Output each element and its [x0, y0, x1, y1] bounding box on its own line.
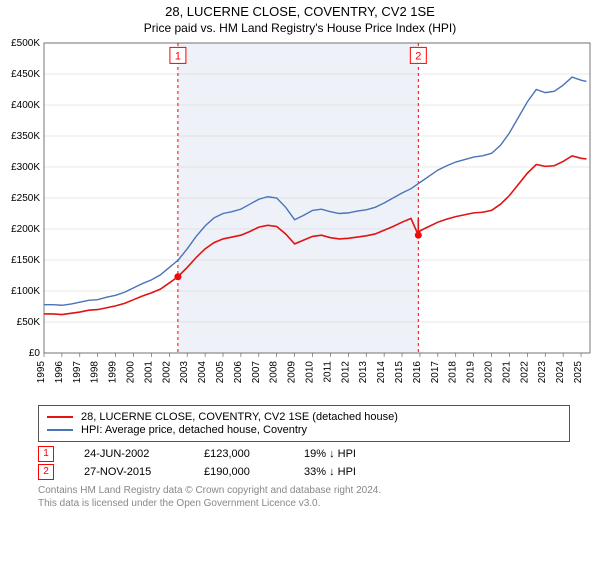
svg-text:2004: 2004	[197, 360, 208, 383]
sale-date: 24-JUN-2002	[84, 448, 174, 460]
footnote: Contains HM Land Registry data © Crown c…	[38, 484, 570, 510]
legend-swatch-subject	[47, 416, 73, 418]
svg-text:2016: 2016	[412, 360, 423, 383]
table-row: 2 27-NOV-2015 £190,000 33% ↓ HPI	[38, 464, 570, 480]
svg-text:2005: 2005	[215, 360, 226, 383]
legend-row-subject: 28, LUCERNE CLOSE, COVENTRY, CV2 1SE (de…	[47, 411, 561, 423]
svg-text:£200K: £200K	[11, 224, 40, 235]
svg-text:2025: 2025	[573, 360, 584, 383]
svg-text:2015: 2015	[394, 360, 405, 383]
svg-text:2011: 2011	[322, 360, 333, 382]
sale-price: £190,000	[204, 466, 274, 478]
sale-marker-1: 1	[38, 446, 54, 462]
svg-text:£250K: £250K	[11, 193, 40, 204]
footnote-line: Contains HM Land Registry data © Crown c…	[38, 484, 570, 497]
sale-date: 27-NOV-2015	[84, 466, 174, 478]
table-row: 1 24-JUN-2002 £123,000 19% ↓ HPI	[38, 446, 570, 462]
svg-text:2022: 2022	[519, 360, 530, 383]
svg-text:£500K: £500K	[11, 39, 40, 49]
svg-text:£50K: £50K	[17, 317, 41, 328]
sale-marker-2: 2	[38, 464, 54, 480]
legend-swatch-hpi	[47, 429, 73, 431]
svg-text:2003: 2003	[179, 360, 190, 383]
svg-text:1: 1	[175, 50, 181, 62]
svg-text:2010: 2010	[305, 360, 316, 383]
page-title: 28, LUCERNE CLOSE, COVENTRY, CV2 1SE	[0, 4, 600, 21]
svg-text:2021: 2021	[501, 360, 512, 383]
svg-text:1998: 1998	[90, 360, 101, 383]
svg-text:2009: 2009	[287, 360, 298, 383]
legend: 28, LUCERNE CLOSE, COVENTRY, CV2 1SE (de…	[38, 405, 570, 442]
svg-text:£400K: £400K	[11, 100, 40, 111]
price-chart: £0 £50K £100K £150K £200K £250K £300K £350K £400…	[0, 39, 600, 399]
svg-text:2014: 2014	[376, 360, 387, 383]
sale-delta: 33% ↓ HPI	[304, 466, 356, 478]
svg-text:1995: 1995	[36, 360, 47, 383]
page-subtitle: Price paid vs. HM Land Registry's House …	[0, 21, 600, 35]
sale-price: £123,000	[204, 448, 274, 460]
svg-text:1996: 1996	[54, 360, 65, 383]
svg-text:2001: 2001	[143, 360, 154, 383]
svg-text:£150K: £150K	[11, 255, 40, 266]
svg-text:1997: 1997	[72, 360, 83, 383]
svg-text:2019: 2019	[466, 360, 477, 383]
svg-text:2023: 2023	[537, 360, 548, 383]
svg-text:£300K: £300K	[11, 162, 40, 173]
svg-text:2024: 2024	[555, 360, 566, 383]
svg-text:2002: 2002	[161, 360, 172, 383]
sale-delta: 19% ↓ HPI	[304, 448, 356, 460]
legend-label-hpi: HPI: Average price, detached house, Cove…	[81, 424, 307, 436]
svg-text:2017: 2017	[430, 360, 441, 383]
svg-text:2013: 2013	[358, 360, 369, 383]
svg-text:2000: 2000	[126, 360, 137, 383]
svg-text:2012: 2012	[340, 360, 351, 383]
legend-row-hpi: HPI: Average price, detached house, Cove…	[47, 424, 561, 436]
svg-text:2007: 2007	[251, 360, 262, 383]
svg-text:£350K: £350K	[11, 131, 40, 142]
svg-text:£450K: £450K	[11, 69, 40, 80]
svg-text:2008: 2008	[269, 360, 280, 383]
svg-text:2018: 2018	[448, 360, 459, 383]
svg-text:£0: £0	[29, 348, 41, 359]
svg-text:2006: 2006	[233, 360, 244, 383]
svg-text:2: 2	[415, 50, 421, 62]
svg-text:1999: 1999	[108, 360, 119, 383]
sales-table: 1 24-JUN-2002 £123,000 19% ↓ HPI 2 27-NO…	[38, 446, 570, 480]
legend-label-subject: 28, LUCERNE CLOSE, COVENTRY, CV2 1SE (de…	[81, 411, 398, 423]
svg-text:£100K: £100K	[11, 286, 40, 297]
svg-text:2020: 2020	[484, 360, 495, 383]
footnote-line: This data is licensed under the Open Gov…	[38, 497, 570, 510]
